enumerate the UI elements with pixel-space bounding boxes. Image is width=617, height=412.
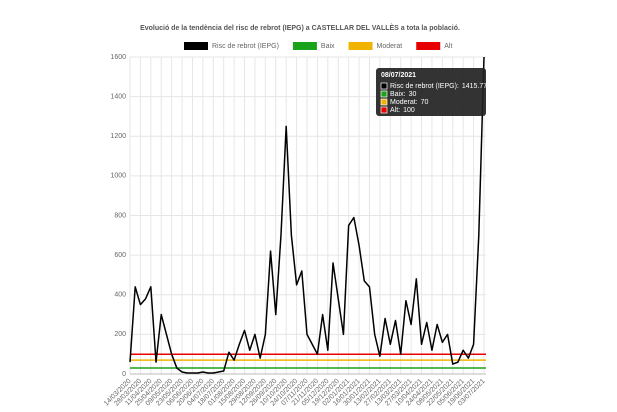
- tooltip-value: 70: [421, 99, 429, 106]
- legend-swatch: [184, 42, 208, 50]
- y-tick-label: 1400: [110, 93, 126, 100]
- legend-swatch: [292, 42, 317, 50]
- y-tick-label: 1600: [110, 54, 126, 61]
- tooltip-swatch: [380, 90, 388, 98]
- legend-label: Alt: [444, 43, 452, 50]
- tooltip-box: [376, 68, 486, 116]
- y-tick-label: 800: [114, 212, 126, 219]
- y-tick-label: 0: [122, 371, 126, 378]
- tooltip-value: 30: [409, 91, 417, 98]
- tooltip-label: Risc de rebrot (IEPG):: [390, 83, 459, 90]
- data-line: [129, 56, 485, 374]
- tooltip-swatch: [380, 98, 388, 106]
- legend-label: Moderat: [377, 43, 403, 50]
- tooltip-value: 100: [403, 107, 415, 114]
- tooltip-value: 1415.77: [462, 83, 487, 90]
- y-tick-label: 200: [114, 331, 126, 338]
- legend-swatch: [348, 42, 373, 50]
- tooltip-swatch: [380, 106, 388, 114]
- tooltip-label: Moderat:: [390, 99, 418, 106]
- tooltip-swatch: [380, 82, 388, 90]
- tooltip-label: Baix:: [390, 91, 406, 98]
- y-tick-label: 1200: [110, 133, 126, 140]
- y-tick-label: 600: [114, 252, 126, 259]
- y-tick-label: 1000: [110, 173, 126, 180]
- legend-swatch: [416, 42, 441, 50]
- y-tick-label: 400: [114, 292, 126, 299]
- tooltip-label: Alt:: [390, 107, 400, 114]
- legend-label: Risc de rebrot (IEPG): [212, 43, 279, 50]
- tooltip: 08/07/2021 Risc de rebrot (IEPG): 1415.77 B…: [376, 68, 487, 116]
- chart-title: Evolució de la tendència del risc de reb…: [140, 23, 460, 32]
- legend-label: Baix: [321, 43, 335, 50]
- tooltip-title: 08/07/2021: [381, 72, 416, 79]
